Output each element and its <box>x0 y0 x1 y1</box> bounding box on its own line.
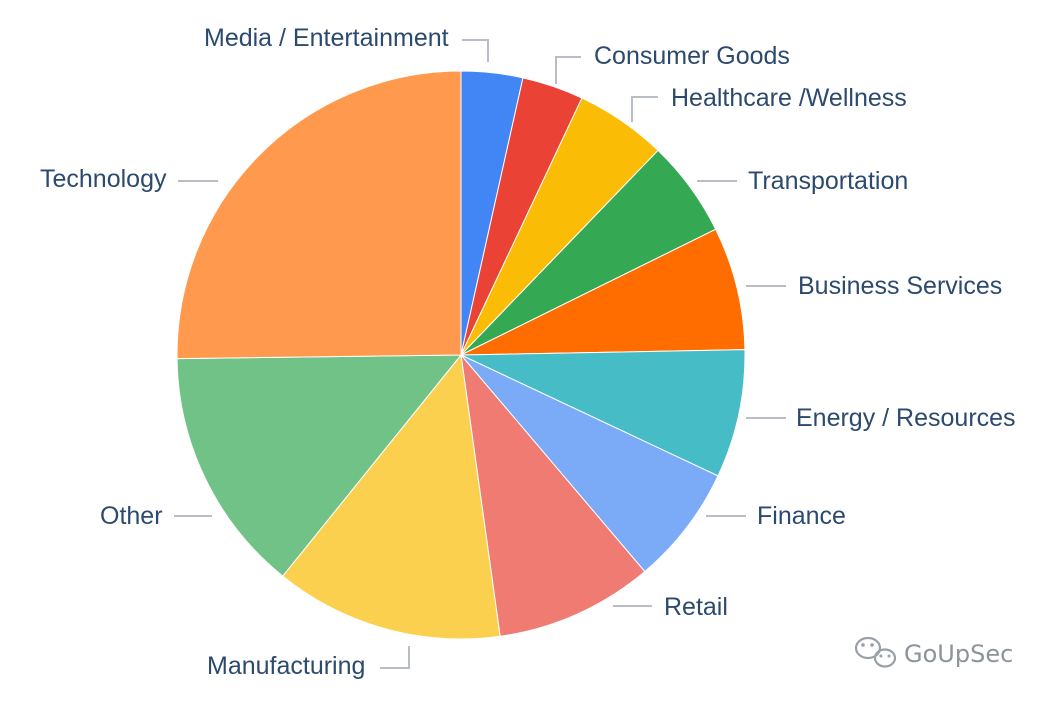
label-healthcare-wellness: Healthcare /Wellness <box>671 84 907 112</box>
label-finance: Finance <box>757 502 846 530</box>
label-consumer-goods: Consumer Goods <box>594 42 790 70</box>
label-manufacturing: Manufacturing <box>207 652 365 680</box>
label-other: Other <box>100 502 163 530</box>
pie-slice-technology <box>176 70 462 360</box>
label-retail: Retail <box>664 593 728 621</box>
leader-healthcare <box>631 96 658 122</box>
watermark-text: GoUpSec <box>904 640 1013 668</box>
label-transportation: Transportation <box>748 167 908 195</box>
pie-slice-other <box>176 354 463 577</box>
leader-media <box>462 39 489 62</box>
pie-slice-business-services <box>460 228 746 356</box>
pie-slice-energy-resources <box>460 349 746 477</box>
label-business-services: Business Services <box>798 272 1002 300</box>
pie-slice-finance <box>460 354 719 573</box>
wechat-icon <box>854 636 897 668</box>
slice-labels: Media / Entertainment Consumer Goods Hea… <box>40 24 1016 680</box>
leader-manufacturing <box>380 646 410 669</box>
pie-slice-manufacturing <box>282 353 501 640</box>
watermark: GoUpSec <box>854 636 1013 668</box>
pie-slices <box>176 70 746 640</box>
leader-lines <box>174 39 786 669</box>
leader-consumer <box>555 56 581 84</box>
label-media-entertainment: Media / Entertainment <box>204 24 449 52</box>
label-technology: Technology <box>40 165 167 193</box>
pie-slice-retail <box>460 353 646 637</box>
label-energy-resources: Energy / Resources <box>796 404 1016 432</box>
